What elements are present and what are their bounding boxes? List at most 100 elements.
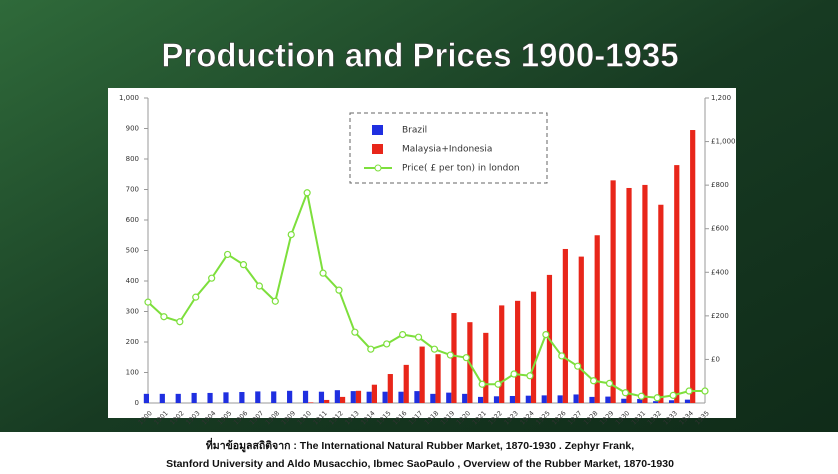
bar (271, 391, 276, 403)
bar (573, 394, 578, 403)
chart-title: Production and Prices 1900-1935 (161, 37, 678, 74)
bar (367, 392, 372, 403)
y2-tick-label: £400 (711, 268, 729, 276)
bar (510, 396, 515, 403)
price-point (686, 388, 692, 394)
price-point (304, 190, 310, 196)
price-point (209, 275, 215, 281)
bar (658, 205, 663, 403)
bar (526, 396, 531, 403)
bar (420, 347, 425, 403)
bar (605, 397, 610, 403)
bar (372, 385, 377, 403)
bar (690, 130, 695, 403)
bar (611, 180, 616, 403)
price-point (400, 332, 406, 338)
slide: Production and Prices 1900-1935 ที่มาข้อ… (0, 0, 838, 474)
price-point (240, 262, 246, 268)
y-tick-label: 1,000 (119, 94, 139, 102)
price-point (193, 294, 199, 300)
bar (340, 397, 345, 403)
y-tick-label: 900 (126, 125, 139, 133)
bar (483, 333, 488, 403)
legend-label: Malaysia+Indonesia (402, 145, 492, 155)
legend-swatch (372, 144, 383, 154)
price-point (479, 381, 485, 387)
price-point (416, 334, 422, 340)
price-point (431, 346, 437, 352)
price-point (177, 319, 183, 325)
bar (255, 391, 260, 403)
price-point (161, 314, 167, 320)
bar (626, 188, 631, 403)
price-point (543, 332, 549, 338)
bar (446, 393, 451, 403)
bar (192, 393, 197, 403)
y2-tick-label: £200 (711, 312, 729, 320)
price-point (225, 251, 231, 257)
bar (404, 365, 409, 403)
price-point (654, 395, 660, 401)
bar (478, 397, 483, 403)
bar (207, 393, 212, 403)
bar (621, 399, 626, 403)
bar (494, 396, 499, 403)
bar (239, 392, 244, 403)
y2-tick-label: £0 (711, 355, 720, 363)
y-tick-label: 200 (126, 338, 139, 346)
bar (558, 395, 563, 403)
price-point (272, 298, 278, 304)
y-tick-label: 800 (126, 155, 139, 163)
bar (351, 391, 356, 403)
bar (685, 400, 690, 403)
price-point (256, 283, 262, 289)
y-tick-label: 100 (126, 369, 139, 377)
bar (589, 397, 594, 403)
legend-label: Price( £ per ton) in london (402, 164, 520, 174)
price-point (320, 270, 326, 276)
price-point (145, 299, 151, 305)
price-point (638, 393, 644, 399)
price-point (511, 371, 517, 377)
bar (430, 394, 435, 403)
y2-tick-label: £600 (711, 225, 729, 233)
bar (563, 249, 568, 403)
bar (388, 374, 393, 403)
price-point (607, 380, 613, 386)
bar (144, 394, 149, 403)
y-tick-label: 400 (126, 277, 139, 285)
price-point (527, 373, 533, 379)
bar (223, 392, 228, 403)
price-point (336, 287, 342, 293)
y-tick-label: 0 (135, 399, 139, 407)
bar (499, 305, 504, 403)
bar (579, 257, 584, 403)
bar (335, 390, 340, 403)
price-point (575, 363, 581, 369)
price-point (352, 329, 358, 335)
bar (308, 402, 313, 403)
price-point (463, 355, 469, 361)
bar (674, 165, 679, 403)
bar (383, 392, 388, 403)
bar (356, 391, 361, 403)
price-point (670, 392, 676, 398)
legend-label: Brazil (402, 126, 427, 136)
price-point (288, 232, 294, 238)
bar (435, 354, 440, 403)
bar (287, 391, 292, 403)
price-point (447, 352, 453, 358)
y-tick-label: 600 (126, 216, 139, 224)
bar (531, 292, 536, 403)
bar (398, 392, 403, 403)
y-tick-label: 700 (126, 186, 139, 194)
y-tick-label: 300 (126, 308, 139, 316)
bar (653, 401, 658, 403)
bar (542, 395, 547, 403)
bar (515, 301, 520, 403)
price-point (368, 346, 374, 352)
bar (642, 185, 647, 403)
y2-tick-label: 1,200 (711, 94, 731, 102)
price-point (622, 390, 628, 396)
bar (669, 400, 674, 403)
